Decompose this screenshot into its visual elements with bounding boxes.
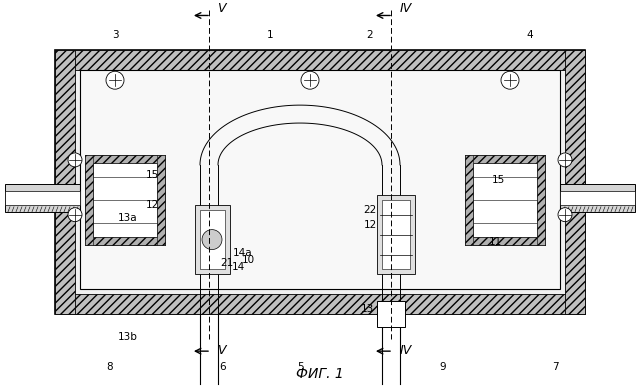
Bar [55, 50, 585, 314]
Bar [465, 155, 545, 245]
Text: 4: 4 [527, 30, 533, 40]
Text: 14a: 14a [233, 247, 253, 258]
Text: 6: 6 [220, 362, 227, 372]
Bar [85, 155, 93, 245]
Text: ФИГ. 1: ФИГ. 1 [296, 367, 344, 381]
Text: 13b: 13b [118, 332, 138, 342]
Bar [85, 155, 165, 163]
Bar [157, 155, 165, 245]
Text: 7: 7 [552, 362, 558, 372]
Bar [80, 70, 560, 289]
Circle shape [68, 208, 82, 222]
Text: 11: 11 [488, 237, 502, 247]
Text: 9: 9 [440, 362, 446, 372]
Circle shape [68, 153, 82, 167]
Bar [5, 184, 80, 212]
Polygon shape [30, 314, 610, 384]
Text: 15: 15 [145, 170, 159, 180]
Text: IV: IV [400, 344, 412, 357]
Text: 21: 21 [220, 259, 234, 268]
Circle shape [106, 71, 124, 89]
Bar [55, 294, 585, 314]
Circle shape [301, 71, 319, 89]
Text: V: V [217, 344, 225, 357]
Bar [85, 237, 165, 245]
Bar [200, 210, 225, 270]
Text: 5: 5 [297, 362, 303, 372]
Text: IV: IV [400, 2, 412, 16]
Bar [382, 200, 410, 270]
Bar [565, 50, 585, 314]
Bar [465, 155, 545, 163]
Bar [377, 195, 415, 275]
Text: 14: 14 [232, 263, 244, 272]
Bar [93, 163, 157, 237]
Bar [55, 50, 585, 70]
Bar [5, 191, 80, 205]
Bar [560, 191, 635, 205]
Bar [473, 163, 537, 237]
Text: 12: 12 [145, 200, 159, 210]
Text: 13a: 13a [118, 213, 138, 223]
Bar [85, 155, 165, 245]
Circle shape [558, 153, 572, 167]
Text: 12: 12 [364, 220, 376, 230]
Bar [537, 155, 545, 245]
Bar [377, 301, 405, 327]
Text: 22: 22 [364, 205, 376, 215]
Text: 3: 3 [112, 30, 118, 40]
Text: V: V [217, 2, 225, 16]
Bar [195, 205, 230, 275]
Bar [465, 155, 473, 245]
Text: 15: 15 [492, 175, 504, 185]
Bar [55, 50, 75, 314]
Text: 8: 8 [107, 362, 113, 372]
Circle shape [202, 230, 222, 250]
Circle shape [558, 208, 572, 222]
Text: 2: 2 [367, 30, 373, 40]
Text: 1: 1 [267, 30, 273, 40]
Circle shape [501, 71, 519, 89]
Text: 10: 10 [241, 254, 255, 265]
Text: 13: 13 [360, 304, 374, 314]
Bar [465, 237, 545, 245]
Bar [560, 184, 635, 212]
